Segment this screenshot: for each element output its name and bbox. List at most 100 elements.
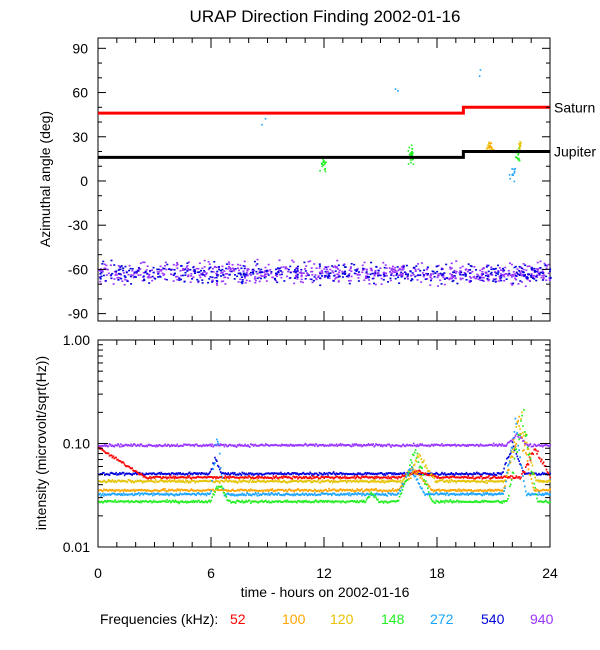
intensity-point-120 <box>358 480 360 483</box>
intensity-point-272 <box>103 494 105 497</box>
intensity-point-540 <box>175 472 178 475</box>
intensity-point-148 <box>408 471 410 474</box>
intensity-point-148 <box>497 500 500 502</box>
intensity-point-148 <box>505 500 507 502</box>
azimuth-point-940 <box>274 279 277 282</box>
intensity-point-540 <box>153 473 156 476</box>
intensity-point-272 <box>343 492 345 495</box>
intensity-point-120 <box>482 481 485 483</box>
intensity-point-148 <box>282 500 285 503</box>
intensity-point-52 <box>528 456 531 459</box>
intensity-point-272 <box>442 492 444 495</box>
intensity-point-272 <box>366 492 369 495</box>
intensity-point-100 <box>429 488 432 490</box>
intensity-point-52 <box>263 477 265 480</box>
intensity-point-120 <box>332 480 335 482</box>
azimuth-point-940 <box>237 263 240 266</box>
intensity-point-52 <box>304 476 307 478</box>
intensity-point-100 <box>430 489 433 492</box>
azimuth-point-940 <box>362 269 365 271</box>
intensity-point-100 <box>363 489 366 492</box>
intensity-point-540 <box>476 472 479 475</box>
intensity-point-272 <box>292 494 294 497</box>
intensity-point-148 <box>112 500 115 503</box>
intensity-point-120 <box>310 481 312 484</box>
intensity-point-52 <box>113 457 116 460</box>
intensity-point-940 <box>347 443 350 446</box>
intensity-point-120 <box>547 479 550 482</box>
intensity-point-540 <box>135 471 137 474</box>
intensity-point-52 <box>458 476 460 479</box>
azimuth-point-940 <box>187 261 190 264</box>
intensity-point-272 <box>518 449 520 452</box>
intensity-point-940 <box>190 444 193 447</box>
intensity-point-100 <box>234 489 237 492</box>
intensity-point-540 <box>295 473 297 475</box>
intensity-point-100 <box>474 489 476 492</box>
azimuth-point-540 <box>419 269 422 272</box>
intensity-point-100 <box>193 489 196 492</box>
intensity-point-148 <box>185 501 188 504</box>
azimuth-point-120 <box>519 145 522 147</box>
intensity-point-148 <box>396 500 399 502</box>
intensity-point-52 <box>416 473 419 476</box>
intensity-point-52 <box>139 472 142 475</box>
intensity-point-120 <box>401 480 404 483</box>
intensity-point-100 <box>278 488 280 491</box>
intensity-point-100 <box>136 489 138 492</box>
intensity-point-52 <box>495 477 498 479</box>
azimuth-point-940 <box>422 275 425 278</box>
intensity-point-120 <box>177 480 180 482</box>
azimuth-point-120 <box>487 144 489 146</box>
intensity-point-120 <box>292 479 294 482</box>
intensity-point-540 <box>117 473 119 475</box>
intensity-point-120 <box>255 480 258 483</box>
intensity-point-120 <box>405 473 407 475</box>
intensity-point-940 <box>175 444 178 447</box>
azimuth-point-540 <box>540 271 543 274</box>
azimuth-point-940 <box>161 272 164 275</box>
intensity-point-148 <box>107 500 110 503</box>
intensity-point-940 <box>118 444 120 447</box>
azimuth-point-540 <box>541 279 544 281</box>
intensity-point-148 <box>177 500 180 503</box>
azimuth-point-540 <box>481 279 484 282</box>
intensity-point-148 <box>428 495 431 497</box>
intensity-point-940 <box>461 443 464 446</box>
intensity-point-100 <box>120 489 123 492</box>
intensity-point-52 <box>144 476 147 479</box>
intensity-point-540 <box>284 473 287 476</box>
intensity-point-540 <box>350 473 353 476</box>
intensity-point-52 <box>298 476 301 479</box>
intensity-point-148 <box>207 500 210 502</box>
azimuth-point-940 <box>328 277 331 279</box>
azimuth-point-540 <box>396 266 399 268</box>
intensity-point-148 <box>439 501 441 504</box>
intensity-point-148 <box>198 499 200 502</box>
intensity-point-148 <box>362 499 365 502</box>
intensity-point-272 <box>418 483 421 485</box>
intensity-point-52 <box>155 475 158 478</box>
azimuth-point-940 <box>221 265 224 268</box>
azimuth-point-940 <box>499 277 502 279</box>
intensity-point-120 <box>475 480 477 483</box>
intensity-point-52 <box>353 475 356 478</box>
intensity-point-148 <box>409 464 411 467</box>
intensity-point-100 <box>226 490 229 493</box>
intensity-point-540 <box>176 473 179 476</box>
intensity-point-940 <box>452 443 455 446</box>
x-tick-label: 0 <box>94 565 102 581</box>
intensity-point-148 <box>414 449 417 451</box>
intensity-point-52 <box>518 476 520 478</box>
intensity-point-940 <box>334 444 337 447</box>
intensity-point-940 <box>204 444 207 447</box>
intensity-point-272 <box>126 494 129 496</box>
intensity-point-100 <box>504 485 506 487</box>
intensity-point-52 <box>317 477 320 480</box>
intensity-point-272 <box>526 493 529 496</box>
intensity-point-52 <box>146 477 149 480</box>
intensity-point-940 <box>210 445 213 448</box>
azimuth-point-940 <box>172 263 175 266</box>
azimuth-point-940 <box>516 272 519 275</box>
intensity-point-148 <box>363 501 366 504</box>
